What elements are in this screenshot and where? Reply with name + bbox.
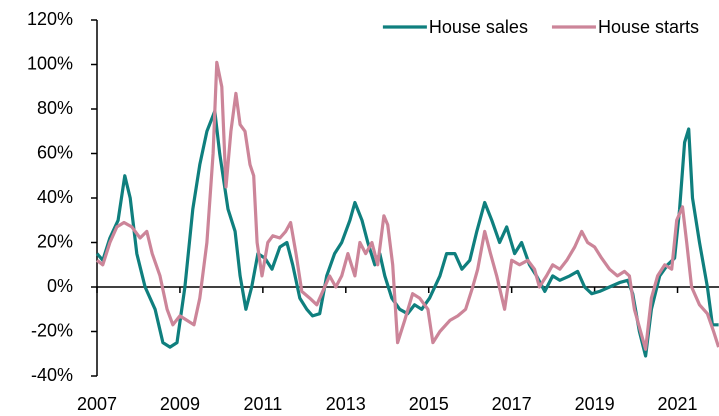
y-tick-label: 60% [37,142,73,162]
y-tick-label: 100% [27,53,73,73]
x-tick-label: 2011 [244,394,283,414]
x-tick-label: 2013 [326,394,366,414]
y-tick-label: -20% [31,320,73,340]
y-tick-label: 80% [37,98,73,118]
x-tick-label: 2021 [658,394,698,414]
x-tick-label: 2017 [492,394,532,414]
x-tick-label: 2007 [77,394,117,414]
legend-label: House starts [598,17,699,37]
y-tick-label: 20% [37,231,73,251]
series-line [96,60,719,351]
x-tick-label: 2019 [575,394,615,414]
legend-label: House sales [429,17,528,37]
x-tick-label: 2009 [160,394,200,414]
y-tick-label: 120% [27,9,73,29]
series-line [95,109,719,358]
y-tick-label: -40% [31,365,73,385]
x-tick-label: 2015 [409,394,449,414]
y-tick-label: 0% [47,276,73,296]
y-tick-label: 40% [37,187,73,207]
